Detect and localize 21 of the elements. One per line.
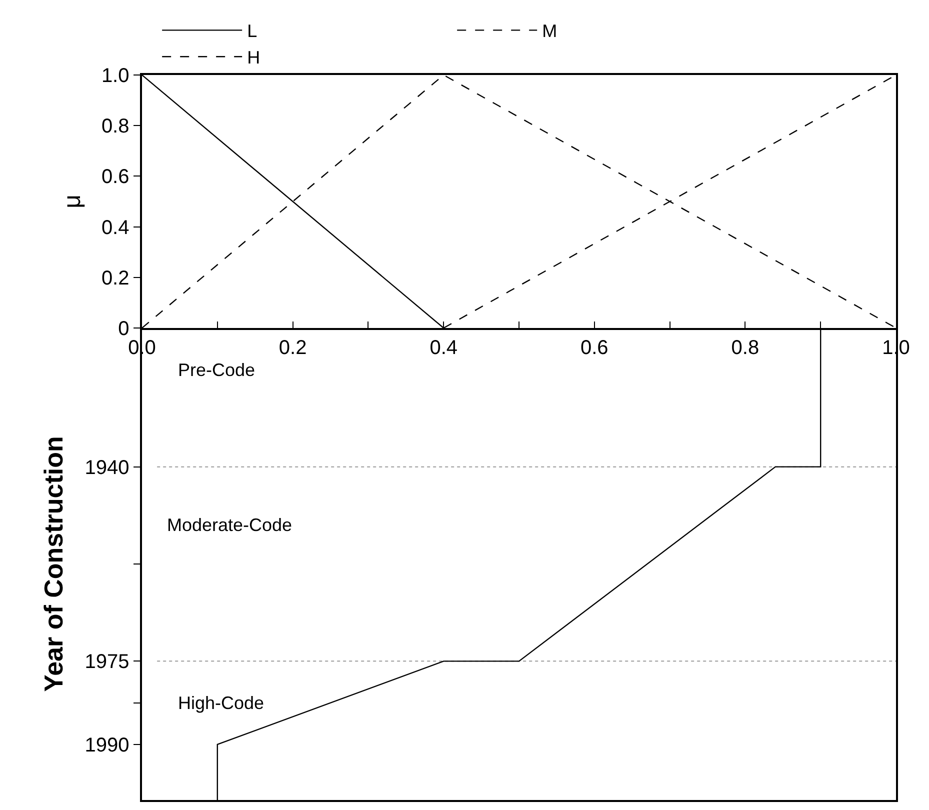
y-tick-label: 0 xyxy=(118,318,130,340)
x-tick-label: 0.8 xyxy=(731,336,760,359)
y-tick-label: 0.4 xyxy=(101,216,130,239)
y-tick-label: 1990 xyxy=(84,734,130,756)
y-axis-title: μ xyxy=(59,194,86,208)
y-tick-label: 1975 xyxy=(84,651,130,674)
annotation: Pre-Code xyxy=(178,360,256,380)
y-tick-label: 0.6 xyxy=(101,166,130,188)
x-tick-label: 0.4 xyxy=(430,336,458,359)
y-tick-label: 0.2 xyxy=(101,267,130,290)
annotation: High-Code xyxy=(178,693,264,713)
y-tick-label: 1940 xyxy=(84,456,130,479)
x-tick-label: 0.6 xyxy=(580,336,608,359)
annotation: Moderate-Code xyxy=(167,515,292,535)
legend-label: M xyxy=(542,21,558,42)
y-axis-title: Year of Construction xyxy=(38,436,69,692)
legend-label: L xyxy=(247,21,258,42)
x-tick-label: 0.2 xyxy=(278,336,307,359)
y-tick-label: 1.0 xyxy=(101,65,130,87)
y-tick-label: 0.8 xyxy=(101,116,130,138)
legend-label: H xyxy=(247,48,260,68)
